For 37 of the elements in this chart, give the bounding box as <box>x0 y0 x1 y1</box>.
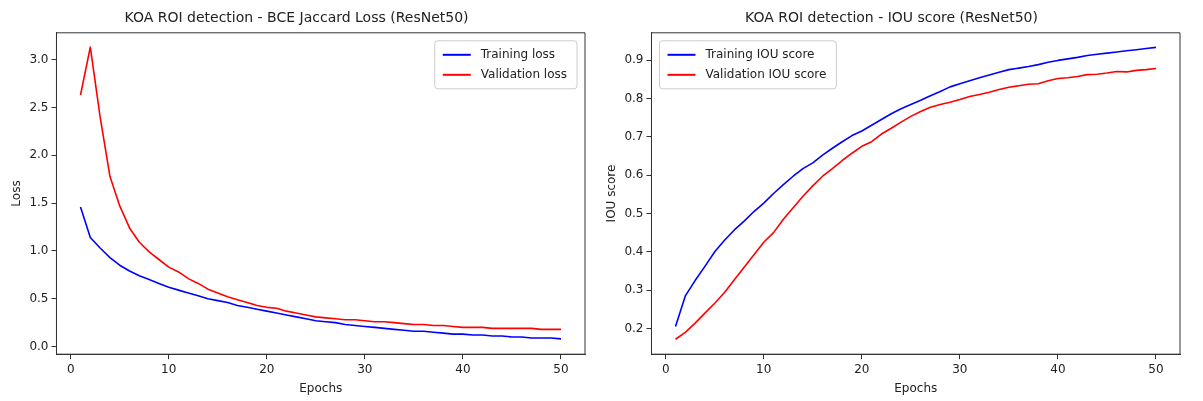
x-tick-label: 40 <box>1050 361 1066 376</box>
x-axis-title: Epochs <box>299 380 343 395</box>
legend-label: Training loss <box>479 46 556 61</box>
y-tick-label: 0.4 <box>624 243 644 258</box>
x-tick-label: 0 <box>661 361 670 376</box>
x-tick-label: 0 <box>66 361 75 376</box>
y-tick-label: 1.0 <box>29 243 49 258</box>
y-tick-label: 0.5 <box>29 290 49 305</box>
legend-label: Validation loss <box>480 66 567 81</box>
y-tick-label: 2.0 <box>29 147 49 162</box>
y-tick-label: 0.5 <box>624 205 644 220</box>
y-tick-label: 0.8 <box>624 90 644 105</box>
legend-label: Validation IOU score <box>705 66 827 81</box>
y-tick-label: 0.2 <box>624 320 644 335</box>
x-axis-title: Epochs <box>894 380 938 395</box>
x-tick-label: 30 <box>357 361 373 376</box>
y-tick-label: 2.5 <box>29 99 49 114</box>
y-axis-title: IOU score <box>604 164 619 223</box>
x-tick-label: 50 <box>553 361 569 376</box>
x-tick-label: 50 <box>1148 361 1164 376</box>
x-tick-label: 20 <box>854 361 870 376</box>
y-tick-label: 0.0 <box>29 338 49 353</box>
y-tick-label: 0.3 <box>624 282 644 297</box>
chart-title: KOA ROI detection - IOU score (ResNet50) <box>745 9 1038 26</box>
x-tick-label: 20 <box>259 361 275 376</box>
y-tick-label: 0.9 <box>624 52 644 67</box>
chart-title: KOA ROI detection - BCE Jaccard Loss (ResNet50) <box>124 9 469 26</box>
y-tick-label: 0.6 <box>624 167 644 182</box>
x-tick-label: 40 <box>455 361 471 376</box>
x-tick-label: 30 <box>952 361 968 376</box>
legend-label: Training IOU score <box>704 46 815 61</box>
y-tick-label: 1.5 <box>29 195 49 210</box>
x-tick-label: 10 <box>161 361 177 376</box>
y-tick-label: 0.7 <box>624 128 644 143</box>
x-tick-label: 10 <box>756 361 772 376</box>
y-axis-title: Loss <box>9 180 24 207</box>
y-tick-label: 3.0 <box>29 51 49 66</box>
